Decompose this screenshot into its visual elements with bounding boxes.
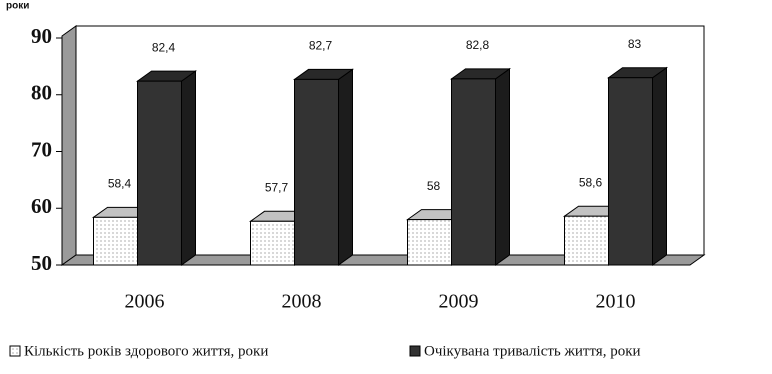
y-tick-label: 90 bbox=[31, 24, 52, 48]
x-tick-label: 2010 bbox=[596, 291, 636, 313]
side-wall bbox=[61, 25, 77, 266]
bar bbox=[250, 220, 295, 266]
bar bbox=[137, 80, 182, 266]
x-tick-label: 2006 bbox=[125, 291, 165, 313]
bar bbox=[294, 78, 339, 266]
bar-side bbox=[181, 70, 196, 266]
bar bbox=[564, 215, 609, 266]
bar bbox=[608, 77, 653, 266]
bar bbox=[407, 219, 452, 266]
bar-side bbox=[495, 67, 510, 266]
bar-side bbox=[652, 66, 667, 266]
value-label: 82,7 bbox=[309, 39, 333, 53]
legend-label: Очікувана тривалість життя, роки bbox=[424, 343, 641, 359]
y-tick-label: 50 bbox=[31, 251, 52, 275]
bar bbox=[93, 216, 138, 266]
x-tick-label: 2008 bbox=[282, 291, 322, 313]
value-label: 57,7 bbox=[265, 180, 289, 194]
y-axis-label: роки bbox=[6, 1, 29, 12]
x-tick-label: 2009 bbox=[439, 291, 479, 313]
y-tick-label: 80 bbox=[31, 81, 52, 105]
value-label: 58 bbox=[427, 179, 441, 193]
bar bbox=[451, 78, 496, 266]
value-label: 82,8 bbox=[466, 38, 490, 52]
bar-group bbox=[292, 68, 355, 266]
legend-label: Кількість років здорового життя, роки bbox=[24, 343, 268, 359]
bar-group bbox=[606, 66, 669, 266]
value-label: 83 bbox=[628, 37, 642, 51]
y-tick-label: 60 bbox=[31, 194, 52, 218]
legend-swatch bbox=[409, 345, 421, 357]
value-label: 58,4 bbox=[108, 177, 132, 191]
bar-group bbox=[135, 70, 198, 266]
value-label: 82,4 bbox=[152, 40, 176, 54]
legend-swatch bbox=[9, 345, 21, 357]
bar-group bbox=[449, 67, 512, 266]
value-label: 58,6 bbox=[579, 175, 603, 189]
y-tick-label: 70 bbox=[31, 137, 52, 161]
bar-side bbox=[338, 68, 353, 266]
